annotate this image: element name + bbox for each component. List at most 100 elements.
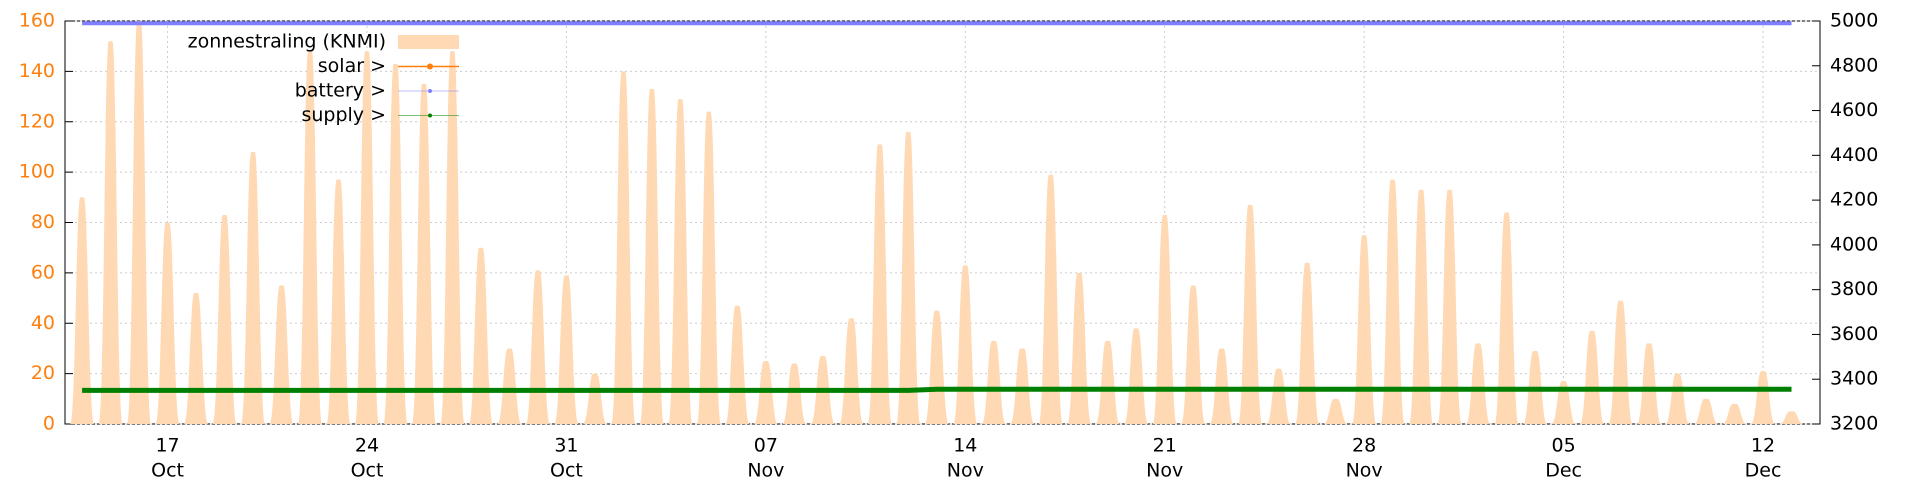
y-tick-label: 100 xyxy=(19,161,55,183)
legend-marker xyxy=(427,63,433,70)
y-tick-label: 60 xyxy=(31,261,55,283)
irradiance-spike xyxy=(981,340,1006,424)
y2-tick-label: 4200 xyxy=(1830,189,1878,211)
legend-label: solar > xyxy=(318,55,386,77)
legend-swatch xyxy=(398,35,459,49)
irradiance-spike xyxy=(1722,403,1747,424)
irradiance-spike xyxy=(383,63,408,424)
irradiance-spike xyxy=(1352,235,1377,424)
legend-marker xyxy=(428,113,432,118)
irradiance-spike xyxy=(668,99,693,424)
x-tick-label: Dec xyxy=(1745,460,1782,481)
irradiance-spike xyxy=(1751,371,1775,424)
irradiance-spike xyxy=(1380,179,1405,424)
legend-label: supply > xyxy=(301,104,386,126)
irradiance-spike xyxy=(1409,189,1434,424)
irradiance-spike xyxy=(70,197,95,424)
irradiance-spike xyxy=(582,373,607,424)
irradiance-spike xyxy=(1010,348,1035,424)
legend-label: battery > xyxy=(295,80,386,102)
y2-tick-label: 4400 xyxy=(1830,144,1878,166)
irradiance-spike xyxy=(1067,272,1092,424)
irradiance-spike xyxy=(298,51,322,424)
y2-tick-label: 4600 xyxy=(1830,99,1878,121)
x-tick-label: Oct xyxy=(550,460,583,481)
irradiance-spike xyxy=(212,214,237,424)
irradiance-spike xyxy=(782,363,807,424)
y2-tick-label: 5000 xyxy=(1830,10,1878,32)
irradiance-spike xyxy=(1637,343,1662,424)
y2-tick-label: 3800 xyxy=(1830,278,1878,300)
irradiance-spike xyxy=(1124,328,1149,424)
irradiance-spike xyxy=(554,275,579,424)
legend-label: zonnestraling (KNMI) xyxy=(188,31,386,53)
irradiance-spike xyxy=(98,41,123,424)
irradiance-spike xyxy=(1038,174,1063,424)
irradiance-spike xyxy=(269,285,294,424)
irradiance-spike xyxy=(611,71,636,424)
x-tick-label: Nov xyxy=(947,460,984,481)
series-line xyxy=(82,386,1792,393)
irradiance-spike xyxy=(896,131,921,424)
irradiance-spike xyxy=(696,111,721,424)
irradiance-spike xyxy=(1551,381,1576,424)
irradiance-spike xyxy=(525,270,550,424)
x-tick-label: 12 xyxy=(1751,435,1775,457)
irradiance-spike xyxy=(184,293,209,424)
irradiance-spike xyxy=(1095,340,1120,424)
irradiance-spike xyxy=(1152,214,1177,424)
x-tick-label: Nov xyxy=(1346,460,1383,481)
y-tick-label: 80 xyxy=(31,211,55,233)
irradiance-spike xyxy=(867,144,892,424)
plot xyxy=(70,21,1804,424)
y2-tick-label: 4800 xyxy=(1830,54,1878,76)
irradiance-spike xyxy=(1608,300,1633,424)
irradiance-spike xyxy=(839,318,864,424)
irradiance-spike xyxy=(355,51,379,424)
irradiance-spike xyxy=(1323,398,1348,424)
irradiance-spike xyxy=(1266,368,1291,424)
y-tick-label: 40 xyxy=(31,312,55,334)
y-tick-label: 120 xyxy=(19,110,55,132)
x-tick-label: Oct xyxy=(351,460,384,481)
irradiance-spike xyxy=(241,151,266,424)
irradiance-spike xyxy=(497,348,522,424)
x-tick-label: 05 xyxy=(1551,435,1575,457)
irradiance-spike xyxy=(725,305,750,424)
irradiance-spike xyxy=(1665,373,1690,424)
irradiance-spike xyxy=(412,83,436,424)
irradiance-spike xyxy=(127,21,152,424)
irradiance-spike xyxy=(924,310,949,424)
x-tick-label: 14 xyxy=(953,435,977,457)
irradiance-spike xyxy=(468,247,493,424)
irradiance-spike xyxy=(1466,343,1491,424)
irradiance-spike xyxy=(953,265,978,424)
y2-tick-label: 3200 xyxy=(1830,413,1878,435)
irradiance-spike xyxy=(1238,204,1263,424)
irradiance-spike xyxy=(155,222,180,424)
x-tick-label: 31 xyxy=(554,435,578,457)
x-tick-label: 21 xyxy=(1153,435,1177,457)
x-tick-label: 24 xyxy=(355,435,379,457)
irradiance-spike xyxy=(1209,348,1234,424)
irradiance-spike xyxy=(1295,262,1320,424)
y2-tick-label: 3600 xyxy=(1830,323,1878,345)
y-tick-label: 160 xyxy=(19,10,55,32)
irradiance-spike xyxy=(1694,398,1719,424)
legend-marker xyxy=(428,89,432,93)
y2-tick-label: 4000 xyxy=(1830,233,1878,255)
irradiance-spike xyxy=(1779,411,1804,424)
x-tick-label: Nov xyxy=(1146,460,1183,481)
irradiance-spike xyxy=(326,179,351,424)
y2-tick-label: 3400 xyxy=(1830,368,1878,390)
y-tick-label: 0 xyxy=(43,413,55,435)
x-tick-label: 17 xyxy=(155,435,179,457)
x-tick-label: 07 xyxy=(754,435,778,457)
irradiance-spike xyxy=(440,51,465,424)
irradiance-spike xyxy=(639,89,664,424)
irradiance-spike xyxy=(1181,285,1206,424)
y-tick-label: 20 xyxy=(31,362,55,384)
x-tick-label: Nov xyxy=(747,460,784,481)
x-tick-label: Dec xyxy=(1545,460,1582,481)
